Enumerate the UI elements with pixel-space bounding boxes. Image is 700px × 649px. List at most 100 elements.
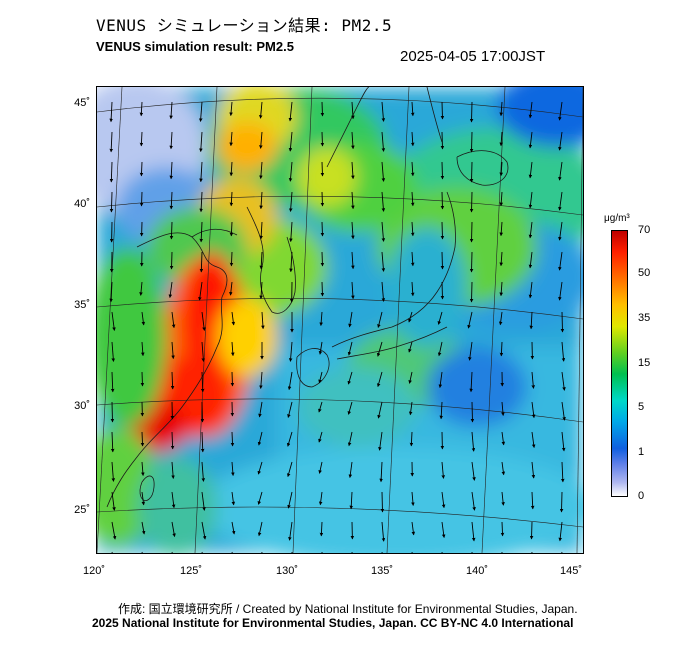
wind-arrow xyxy=(231,311,236,326)
wind-arrow xyxy=(171,311,176,329)
wind-arrow xyxy=(377,311,383,328)
wind-arrow xyxy=(376,371,383,388)
wind-arrow xyxy=(318,371,323,384)
wind-arrow xyxy=(200,431,205,453)
wind-arrow xyxy=(287,371,293,391)
wind-arrow xyxy=(200,371,205,393)
wind-arrow xyxy=(347,431,353,447)
wind-arrow xyxy=(558,191,563,211)
colorbar-label-50: 50 xyxy=(638,267,651,279)
wind-arrow xyxy=(109,101,113,123)
wind-arrow xyxy=(261,311,265,330)
wind-arrow xyxy=(439,401,444,420)
wind-arrow xyxy=(111,491,116,511)
wind-arrow xyxy=(469,161,474,183)
wind-arrow xyxy=(410,161,415,177)
wind-arrow xyxy=(469,191,474,213)
wind-arrow xyxy=(408,371,413,384)
wind-arrow xyxy=(530,491,535,510)
wind-arrow xyxy=(198,101,203,122)
colorbar-unit: μg/m³ xyxy=(604,213,630,224)
wind-arrow xyxy=(199,161,203,183)
colorbar-label-5: 5 xyxy=(638,401,645,413)
wind-arrow xyxy=(289,251,293,273)
wind-arrow xyxy=(469,281,474,303)
wind-arrow xyxy=(288,101,293,122)
wind-arrow xyxy=(259,221,263,240)
wind-arrow xyxy=(499,341,504,357)
wind-arrow xyxy=(529,521,534,540)
wind-arrow xyxy=(469,131,474,153)
wind-arrow xyxy=(288,341,293,362)
wind-arrow xyxy=(381,161,386,182)
wind-arrow xyxy=(171,461,175,479)
lon-tick-135: 135˚ xyxy=(370,565,394,577)
wind-arrow xyxy=(139,161,144,177)
wind-arrow xyxy=(257,461,263,475)
wind-arrow xyxy=(381,221,386,242)
lat-tick-40: 40˚ xyxy=(74,198,90,210)
wind-arrow xyxy=(440,101,445,120)
wind-arrow xyxy=(289,221,293,243)
wind-arrow xyxy=(378,431,383,451)
wind-arrow xyxy=(411,491,415,506)
wind-arrow xyxy=(440,131,445,150)
lon-tick-125: 125˚ xyxy=(179,565,203,577)
wind-arrow xyxy=(561,401,566,421)
wind-arrow xyxy=(109,281,113,303)
wind-arrow xyxy=(410,191,415,207)
wind-arrow xyxy=(558,521,563,542)
wind-arrow xyxy=(231,491,236,506)
wind-arrow xyxy=(377,401,383,419)
wind-arrow xyxy=(376,341,383,357)
wind-arrow xyxy=(409,431,414,447)
wind-arrow xyxy=(170,371,175,390)
page-subtitle: VENUS simulation result: PM2.5 xyxy=(96,39,294,54)
wind-arrow xyxy=(531,431,536,449)
wind-arrow xyxy=(558,221,563,241)
wind-arrow xyxy=(201,461,206,482)
wind-arrow xyxy=(259,371,263,389)
wind-arrow xyxy=(320,221,325,237)
wind-arrow xyxy=(471,461,476,481)
wind-arrow xyxy=(169,251,174,270)
wind-arrow xyxy=(170,431,175,450)
wind-arrow xyxy=(140,371,145,387)
wind-arrow xyxy=(381,191,386,212)
wind-arrow xyxy=(561,371,566,391)
timestamp: 2025-04-05 17:00JST xyxy=(400,48,546,65)
wind-arrow xyxy=(348,461,353,479)
wind-arrow xyxy=(169,191,174,210)
wind-arrow xyxy=(110,401,115,423)
wind-arrow xyxy=(201,341,206,362)
wind-arrow xyxy=(410,281,415,297)
wind-arrow xyxy=(469,101,474,123)
wind-arrow xyxy=(528,131,533,149)
wind-arrow xyxy=(499,101,504,117)
wind-arrow xyxy=(380,491,385,513)
lon-tick-145: 145˚ xyxy=(559,565,583,577)
wind-arrow xyxy=(408,311,413,323)
wind-arrow xyxy=(498,311,503,326)
lat-tick-30: 30˚ xyxy=(74,400,90,412)
wind-arrow xyxy=(171,341,175,360)
wind-arrow xyxy=(201,491,206,511)
wind-arrow xyxy=(229,131,233,147)
wind-arrow xyxy=(408,341,413,353)
wind-arrow xyxy=(471,431,476,452)
wind-arrow xyxy=(381,251,386,272)
wind-arrow xyxy=(229,101,233,117)
wind-arrow xyxy=(558,101,563,121)
wind-arrow xyxy=(410,101,415,117)
wind-arrow xyxy=(169,101,173,120)
wind-arrow xyxy=(288,191,293,212)
wind-arrow xyxy=(381,131,386,152)
colorbar-label-1: 1 xyxy=(638,446,645,458)
wind-arrow xyxy=(318,341,323,355)
wind-arrow xyxy=(199,131,203,153)
wind-arrow xyxy=(381,101,386,122)
wind-arrow xyxy=(410,131,415,147)
wind-arrow xyxy=(501,431,506,446)
wind-vectors xyxy=(109,101,566,553)
wind-arrow xyxy=(257,521,263,537)
